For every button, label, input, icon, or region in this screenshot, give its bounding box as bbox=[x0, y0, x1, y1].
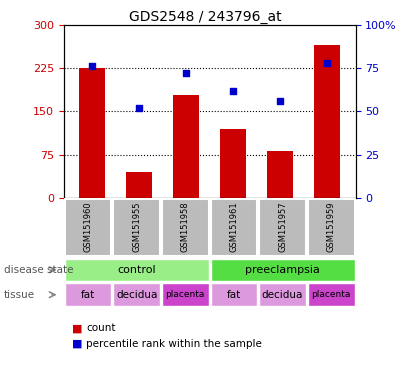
Text: GSM151957: GSM151957 bbox=[278, 201, 287, 252]
Text: placenta: placenta bbox=[166, 290, 205, 299]
Bar bbox=[267, 151, 293, 198]
Bar bbox=[308, 283, 355, 306]
Bar bbox=[210, 199, 257, 256]
Bar bbox=[65, 258, 209, 281]
Text: fat: fat bbox=[227, 290, 241, 300]
Point bbox=[324, 60, 330, 66]
Point bbox=[89, 63, 95, 70]
Text: decidua: decidua bbox=[262, 290, 303, 300]
Bar bbox=[126, 172, 152, 198]
Bar bbox=[113, 283, 160, 306]
Text: GSM151959: GSM151959 bbox=[327, 201, 336, 252]
Text: GSM151960: GSM151960 bbox=[83, 201, 92, 252]
Text: percentile rank within the sample: percentile rank within the sample bbox=[86, 339, 262, 349]
Bar bbox=[162, 199, 209, 256]
Text: GSM151955: GSM151955 bbox=[132, 201, 141, 252]
Text: count: count bbox=[86, 323, 116, 333]
Bar bbox=[259, 199, 306, 256]
Text: ■: ■ bbox=[72, 339, 83, 349]
Text: ■: ■ bbox=[72, 323, 83, 333]
Bar bbox=[210, 283, 257, 306]
Bar bbox=[65, 199, 111, 256]
Point bbox=[136, 105, 142, 111]
Bar bbox=[65, 283, 111, 306]
Bar bbox=[162, 283, 209, 306]
Bar bbox=[220, 129, 246, 198]
Point bbox=[183, 70, 189, 76]
Text: placenta: placenta bbox=[312, 290, 351, 299]
Bar bbox=[79, 68, 105, 198]
Text: GSM151961: GSM151961 bbox=[229, 201, 238, 252]
Text: fat: fat bbox=[81, 290, 95, 300]
Bar bbox=[113, 199, 160, 256]
Point bbox=[277, 98, 284, 104]
Text: control: control bbox=[118, 265, 156, 275]
Text: preeclampsia: preeclampsia bbox=[245, 265, 320, 275]
Bar bbox=[308, 199, 355, 256]
Bar bbox=[314, 45, 340, 198]
Bar bbox=[210, 258, 355, 281]
Text: decidua: decidua bbox=[116, 290, 157, 300]
Text: GSM151958: GSM151958 bbox=[181, 201, 190, 252]
Text: tissue: tissue bbox=[4, 290, 35, 300]
Text: disease state: disease state bbox=[4, 265, 74, 275]
Bar bbox=[259, 283, 306, 306]
Text: GDS2548 / 243796_at: GDS2548 / 243796_at bbox=[129, 10, 282, 23]
Bar bbox=[173, 95, 199, 198]
Point bbox=[230, 88, 236, 94]
